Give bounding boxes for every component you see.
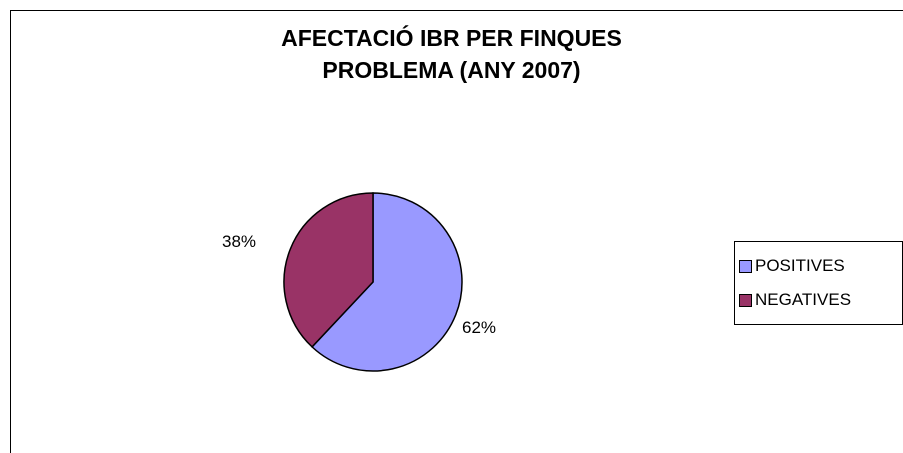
chart-title-line-2: PROBLEMA (ANY 2007) bbox=[322, 57, 581, 83]
pie-slice-negatives bbox=[283, 192, 374, 348]
legend-swatch-positives bbox=[739, 259, 752, 273]
slice-label-positives: 62% bbox=[462, 318, 496, 337]
legend-label-positives: POSITIVES bbox=[755, 256, 845, 275]
legend-label-negatives: NEGATIVES bbox=[755, 290, 852, 309]
chart-title-line-1: AFECTACIÓ IBR PER FINQUES bbox=[281, 25, 622, 51]
slice-label-negatives: 38% bbox=[222, 232, 256, 251]
legend-swatch-negatives bbox=[739, 293, 752, 307]
legend-item-negatives: NEGATIVES bbox=[739, 288, 851, 312]
chart-title: AFECTACIÓ IBR PER FINQUES PROBLEMA (ANY … bbox=[0, 22, 903, 86]
legend: POSITIVES NEGATIVES bbox=[734, 241, 903, 325]
chart-area bbox=[10, 10, 903, 453]
legend-item-positives: POSITIVES bbox=[739, 254, 845, 278]
pie-slice-positives bbox=[311, 192, 463, 372]
